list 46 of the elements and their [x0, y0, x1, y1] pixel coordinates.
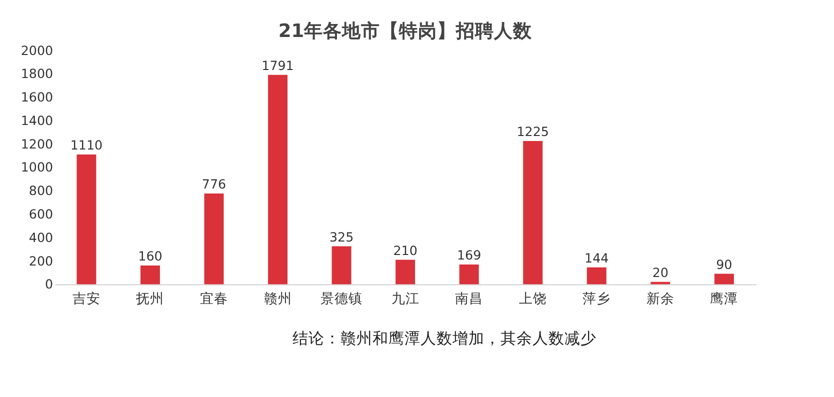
- chart-title: 21年各地市【特岗】招聘人数: [278, 20, 534, 42]
- bar: [650, 282, 670, 284]
- y-tick-label: 0: [45, 276, 54, 292]
- data-label: 160: [138, 248, 162, 264]
- x-tick-label: 南昌: [455, 291, 484, 308]
- x-tick-label: 上饶: [518, 291, 547, 308]
- bar: [714, 274, 734, 284]
- data-label: 776: [202, 176, 226, 192]
- data-label: 210: [393, 242, 418, 258]
- x-tick-label: 吉安: [72, 291, 100, 308]
- y-tick-label: 400: [28, 230, 54, 245]
- bar: [204, 194, 224, 284]
- y-tick-label: 200: [28, 253, 54, 268]
- data-label: 90: [716, 256, 732, 272]
- y-tick-label: 1200: [20, 136, 54, 152]
- bar: [140, 266, 160, 284]
- x-tick-label: 宜春: [200, 291, 228, 308]
- data-label: 1791: [262, 58, 294, 73]
- bar: [332, 246, 352, 284]
- y-tick-label: 1600: [20, 90, 54, 105]
- x-tick-label: 新余: [646, 291, 674, 308]
- y-tick-label: 1400: [20, 112, 54, 128]
- x-tick-label: 鹰潭: [710, 291, 738, 308]
- bar: [76, 154, 96, 284]
- bar: [523, 141, 543, 284]
- data-label: 1110: [70, 138, 103, 153]
- bar: [459, 264, 479, 284]
- data-label: 325: [329, 229, 354, 244]
- text: 结论：赣州和鹰潭人数增加，其余人数减少: [292, 330, 596, 348]
- data-label: 169: [456, 248, 482, 263]
- x-tick-label: 抚州: [135, 291, 164, 308]
- y-tick-label: 2000: [20, 42, 54, 58]
- y-tick-label: 1800: [20, 66, 54, 82]
- x-tick-label: 赣州: [264, 291, 292, 308]
- data-label: 144: [584, 250, 609, 266]
- y-tick-label: 800: [28, 183, 54, 198]
- x-tick-label: 萍乡: [582, 291, 611, 308]
- x-tick-label: 景德镇: [320, 291, 363, 308]
- data-label: 20: [652, 265, 668, 280]
- bar: [586, 267, 606, 284]
- y-tick-label: 1000: [20, 160, 54, 175]
- bar: [396, 260, 416, 284]
- data-label: 1225: [516, 124, 549, 140]
- y-tick-label: 600: [28, 206, 54, 222]
- bar: [268, 74, 288, 284]
- x-tick-label: 九江: [391, 291, 420, 308]
